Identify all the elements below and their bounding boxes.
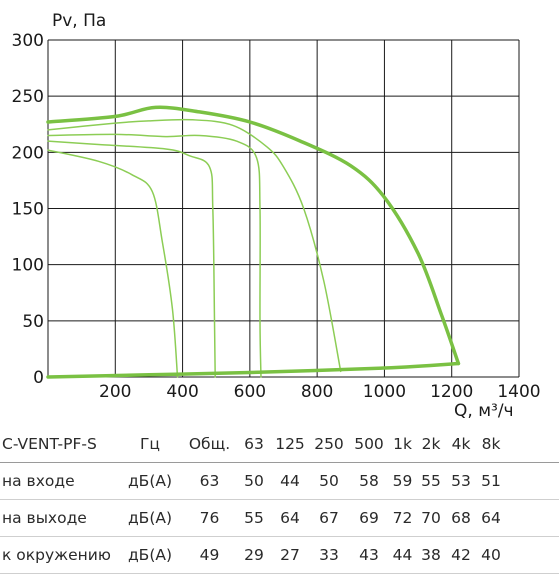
y-axis-title: Pv, Па [52, 11, 106, 31]
y-tick-label: 300 [12, 31, 44, 51]
x-tick-label: 200 [99, 382, 131, 402]
table-cell: на входе [2, 472, 75, 490]
table-row: к окружению дБ(А) 49 29 27 33 43 44 38 42 40 [0, 537, 559, 574]
fan-performance-chart: 0 50 100 150 200 250 300 200 400 600 800 1000 1200 14… [12, 11, 541, 421]
table-header-row: C-VENT-PF-S Гц Общ. 63 125 250 500 1k 2k 4k 8k [0, 426, 559, 463]
y-tick-label: 250 [12, 87, 44, 107]
table-header-cell: 1k [393, 435, 412, 453]
table-cell: 29 [244, 546, 264, 564]
table-header-cell: 500 [354, 435, 384, 453]
series-line-1 [46, 105, 461, 366]
table-cell: 49 [199, 546, 220, 564]
table-cell: дБ(А) [127, 509, 173, 527]
table-header-cell: Гц [139, 435, 160, 453]
table-cell: 72 [392, 509, 413, 527]
table-cell: дБ(А) [127, 472, 173, 490]
table-header-cell: C-VENT-PF-S [2, 435, 97, 453]
table-cell: к окружению [2, 546, 111, 564]
table-header-cell: 8k [481, 435, 501, 453]
table-cell: 38 [421, 546, 441, 564]
table-cell: 33 [319, 546, 339, 564]
table-cell: 67 [319, 509, 339, 527]
series-line-2 [47, 118, 342, 373]
x-tick-label: 1400 [497, 382, 540, 402]
y-tick-label: 100 [12, 256, 44, 276]
x-tick-label: 600 [234, 382, 266, 402]
table-cell: 59 [392, 472, 413, 490]
table-cell: 55 [421, 472, 441, 490]
x-tick-label: 1000 [363, 382, 406, 402]
table-header-cell: 125 [275, 435, 305, 453]
chart-tick-labels: 0 50 100 150 200 250 300 200 400 600 800 1000 1200 14… [12, 31, 541, 402]
table-cell: 43 [359, 546, 379, 564]
table-cell: 50 [319, 472, 339, 490]
table-cell: 76 [199, 509, 220, 527]
table-cell: 64 [280, 509, 300, 527]
chart-grid [47, 39, 520, 378]
table-cell: 44 [392, 546, 413, 564]
table-cell: на выходе [2, 509, 87, 527]
table-cell: 55 [244, 509, 264, 527]
table-cell: 58 [359, 472, 379, 490]
table-header-cell: 63 [244, 435, 264, 453]
x-tick-label: 400 [166, 382, 198, 402]
table-header-cell: 4k [451, 435, 471, 453]
chart-series [46, 105, 461, 379]
series-line-6 [46, 361, 461, 379]
x-tick-label: 1200 [430, 382, 473, 402]
table-header-cell: 250 [314, 435, 344, 453]
x-axis-title: Q, м³/ч [454, 401, 514, 421]
table-cell: 40 [481, 546, 501, 564]
y-tick-label: 0 [33, 368, 44, 388]
table-cell: 51 [481, 472, 501, 490]
series-line-5 [47, 149, 179, 378]
y-tick-label: 50 [22, 312, 44, 332]
table-cell: дБ(А) [127, 546, 173, 564]
series-line-4 [47, 140, 216, 378]
table-header-cell: 2k [421, 435, 441, 453]
table-cell: 70 [421, 509, 441, 527]
y-tick-label: 150 [12, 200, 44, 220]
y-tick-label: 200 [12, 143, 44, 163]
table-row: на входе дБ(А) 63 50 44 50 58 59 55 53 51 [0, 463, 559, 500]
table-cell: 27 [280, 546, 300, 564]
table-row: на выходе дБ(А) 76 55 64 67 69 72 70 68 64 [0, 500, 559, 537]
table-cell: 50 [244, 472, 264, 490]
table-cell: 42 [451, 546, 471, 564]
table-cell: 53 [451, 472, 471, 490]
x-tick-label: 800 [301, 382, 333, 402]
noise-level-table: C-VENT-PF-S Гц Общ. 63 125 250 500 1k 2k 4k 8k на в… [0, 426, 559, 574]
table-cell: 64 [481, 509, 501, 527]
table-cell: 63 [199, 472, 220, 490]
table-header-cell: Общ. [188, 435, 231, 453]
table-cell: 44 [280, 472, 300, 490]
table-cell: 69 [359, 509, 379, 527]
series-line-3 [47, 133, 262, 378]
table-cell: 68 [451, 509, 471, 527]
